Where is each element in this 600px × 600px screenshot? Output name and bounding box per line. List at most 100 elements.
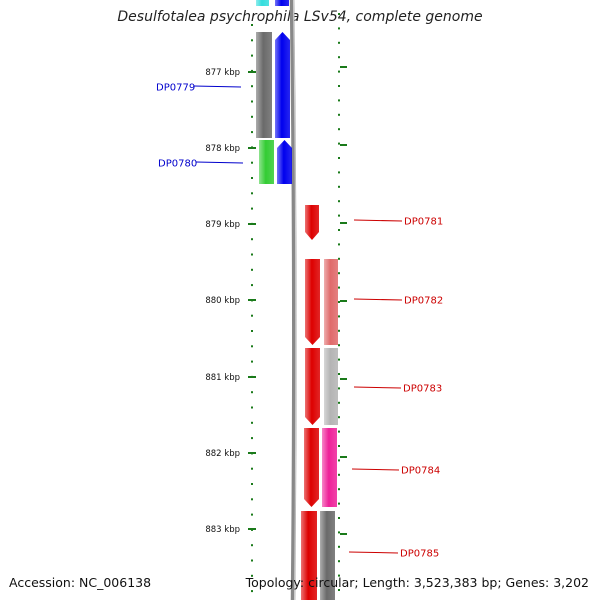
minor-tick-right bbox=[338, 459, 340, 462]
minor-tick-left bbox=[251, 177, 253, 179]
cog-block-salmon bbox=[324, 259, 338, 345]
gene-label-dp0785: DP0785 bbox=[400, 549, 439, 560]
cog-block-silver bbox=[324, 348, 338, 425]
major-tick-left bbox=[248, 147, 256, 149]
kbp-label: 878 kbp bbox=[205, 144, 240, 154]
major-tick-left bbox=[248, 71, 256, 73]
minor-tick-right bbox=[338, 445, 340, 447]
cog-block-green bbox=[259, 140, 274, 184]
minor-tick-right bbox=[338, 401, 340, 404]
backbone-line bbox=[289, 0, 297, 600]
reverse-gene-block bbox=[277, 140, 292, 184]
gene-label-dp0780: DP0780 bbox=[158, 159, 197, 170]
forward-gene-block bbox=[301, 511, 317, 600]
gene-leader-line bbox=[348, 551, 399, 554]
gene-leader-line bbox=[193, 85, 242, 88]
minor-tick-left bbox=[251, 467, 253, 470]
kbp-label: 882 kbp bbox=[205, 449, 240, 459]
gene-label-dp0784: DP0784 bbox=[401, 466, 440, 477]
minor-tick-right bbox=[338, 286, 340, 289]
kbp-label: 879 kbp bbox=[205, 220, 240, 230]
backbone-highlight bbox=[293, 0, 297, 600]
forward-gene-block bbox=[305, 259, 320, 345]
minor-tick-right bbox=[338, 157, 340, 159]
major-tick-left bbox=[248, 376, 256, 378]
minor-tick-left bbox=[251, 192, 253, 195]
minor-tick-right bbox=[338, 373, 340, 375]
minor-tick-right bbox=[338, 430, 340, 433]
minor-tick-right bbox=[338, 229, 340, 231]
gene-label-dp0782: DP0782 bbox=[404, 296, 443, 307]
cog-block-magenta bbox=[322, 428, 337, 507]
forward-gene-block bbox=[305, 205, 319, 240]
minor-tick-right bbox=[338, 545, 340, 548]
forward-gene-block bbox=[305, 348, 320, 425]
minor-tick-left bbox=[251, 360, 253, 363]
minor-tick-left bbox=[251, 330, 253, 332]
minor-tick-left bbox=[251, 590, 253, 593]
minor-tick-left bbox=[251, 544, 253, 547]
minor-tick-left bbox=[251, 24, 253, 26]
minor-tick-left bbox=[251, 131, 253, 134]
kbp-label: 880 kbp bbox=[205, 296, 240, 306]
minor-tick-right bbox=[338, 85, 340, 87]
minor-tick-right bbox=[338, 416, 340, 419]
major-tick-right bbox=[340, 378, 347, 380]
gene-leader-line bbox=[353, 386, 402, 389]
minor-tick-left bbox=[251, 421, 253, 424]
minor-tick-left bbox=[251, 559, 253, 562]
minor-tick-left bbox=[251, 284, 253, 287]
major-tick-left bbox=[248, 223, 256, 225]
minor-tick-right bbox=[338, 13, 340, 15]
minor-tick-right bbox=[338, 473, 340, 476]
cog-block-gray bbox=[320, 511, 335, 600]
major-tick-left bbox=[248, 452, 256, 454]
minor-tick-left bbox=[251, 437, 253, 440]
minor-tick-right bbox=[338, 358, 340, 361]
minor-tick-right bbox=[338, 41, 340, 44]
minor-tick-right bbox=[338, 574, 340, 577]
gene-leader-line bbox=[353, 219, 403, 222]
major-tick-left bbox=[248, 299, 256, 301]
minor-tick-left bbox=[251, 39, 253, 42]
reverse-gene-block-partial bbox=[275, 0, 289, 6]
minor-tick-left bbox=[251, 100, 253, 103]
gene-leader-line bbox=[195, 161, 244, 164]
minor-tick-left bbox=[251, 85, 253, 88]
minor-tick-left bbox=[251, 115, 253, 118]
minor-tick-right bbox=[338, 589, 340, 591]
minor-tick-right bbox=[338, 517, 340, 519]
major-tick-right bbox=[340, 144, 347, 146]
minor-tick-right bbox=[338, 272, 340, 275]
minor-tick-right bbox=[338, 142, 340, 145]
minor-tick-left bbox=[251, 574, 253, 577]
reverse-gene-block bbox=[275, 32, 290, 138]
minor-tick-right bbox=[338, 27, 340, 30]
minor-tick-right bbox=[338, 70, 340, 73]
minor-tick-left bbox=[251, 268, 253, 271]
minor-tick-right bbox=[338, 315, 340, 318]
forward-gene-block bbox=[304, 428, 319, 507]
minor-tick-left bbox=[251, 69, 253, 72]
minor-tick-left bbox=[251, 498, 253, 501]
minor-tick-right bbox=[338, 488, 340, 491]
minor-tick-right bbox=[338, 200, 340, 203]
cog-block-gray bbox=[256, 32, 272, 138]
minor-tick-right bbox=[338, 56, 340, 59]
minor-tick-left bbox=[251, 314, 253, 317]
major-tick-right bbox=[340, 533, 347, 535]
kbp-label: 883 kbp bbox=[205, 525, 240, 535]
cog-block-partial bbox=[256, 0, 269, 6]
minor-tick-right bbox=[338, 502, 340, 505]
kbp-label: 877 kbp bbox=[205, 68, 240, 78]
tick-tracks: 877 kbp 878 kbp 879 kbp 880 kbp 881 kbp 882 k… bbox=[205, 13, 347, 593]
accession-label: Accession: NC_006138 bbox=[9, 575, 152, 590]
minor-tick-right bbox=[338, 301, 340, 303]
major-tick-right bbox=[340, 66, 347, 68]
minor-tick-right bbox=[338, 387, 340, 390]
minor-tick-left bbox=[251, 54, 253, 57]
major-tick-right bbox=[340, 456, 347, 458]
minor-tick-right bbox=[338, 99, 340, 102]
